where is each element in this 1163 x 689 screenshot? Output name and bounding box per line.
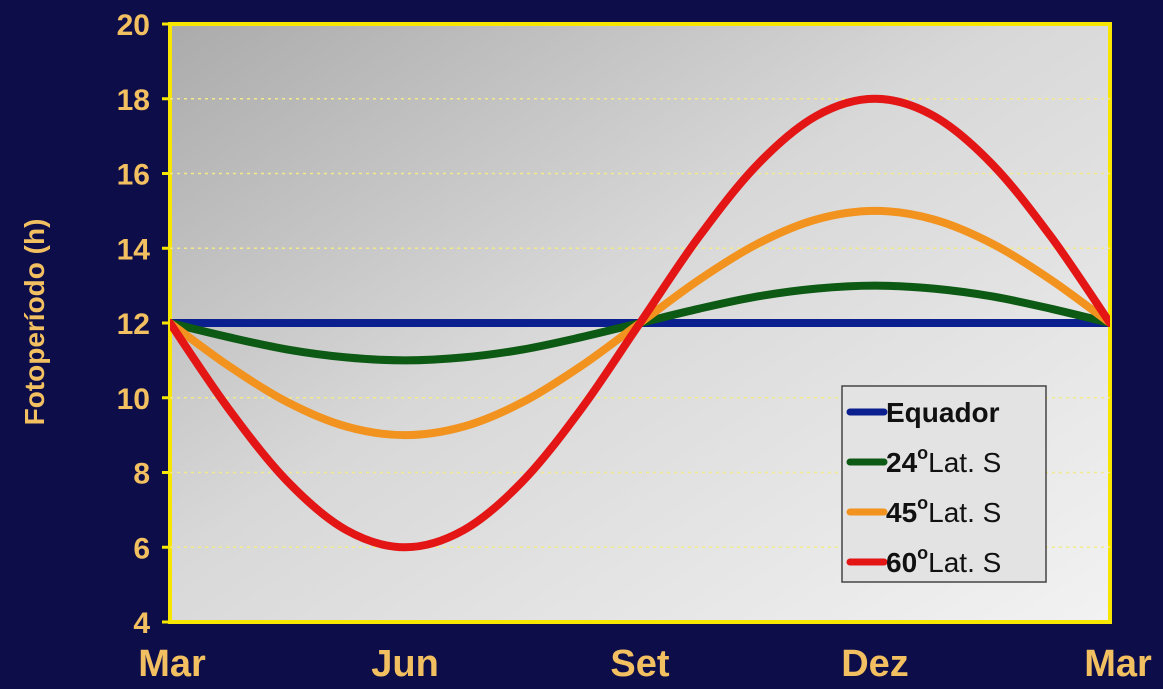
- legend-label-main: 24: [886, 447, 918, 478]
- y-tick-label: 8: [133, 458, 150, 491]
- series-lines: [170, 94, 1110, 552]
- legend-box: [841, 385, 1047, 583]
- legend-label: 60oLat. S: [886, 543, 1001, 578]
- legend-label-main: 45: [886, 497, 917, 528]
- legend-label-main: Equador: [886, 397, 1000, 428]
- legend-label: 24oLat. S: [886, 443, 1001, 478]
- x-tick-label: Set: [610, 643, 669, 684]
- x-axis-ticks: Mar Jun Set Dez Mar: [138, 643, 1152, 685]
- legend-label-main: 60: [886, 547, 917, 578]
- legend-suffix: Lat. S: [928, 547, 1001, 578]
- y-tick-label: 18: [117, 84, 150, 117]
- y-tick-label: 12: [117, 308, 150, 341]
- y-tick-label: 14: [117, 233, 151, 266]
- y-tick-label: 10: [117, 383, 150, 416]
- x-tick-label: Dez: [841, 643, 909, 684]
- y-tick-label: 6: [133, 532, 150, 565]
- legend-degree: o: [917, 493, 928, 513]
- legend-suffix: Lat. S: [928, 447, 1001, 478]
- y-tick-label: 16: [117, 159, 150, 192]
- legend-degree: o: [917, 443, 928, 463]
- legend-label: 45oLat. S: [886, 493, 1001, 528]
- y-tick-label: 4: [133, 607, 150, 640]
- legend-suffix: Lat. S: [928, 497, 1001, 528]
- y-axis-ticks: 4 6 8 10 12 14 16 18 20: [117, 9, 170, 640]
- y-axis-label: Fotoperíodo (h): [19, 219, 50, 426]
- legend-degree: o: [917, 543, 928, 563]
- x-tick-label: Mar: [1084, 643, 1152, 684]
- x-tick-label: Jun: [371, 643, 439, 684]
- series-line-3: [170, 94, 1110, 552]
- x-tick-label: Mar: [138, 643, 206, 684]
- y-tick-label: 20: [117, 9, 150, 42]
- legend-label: Equador: [886, 397, 1000, 428]
